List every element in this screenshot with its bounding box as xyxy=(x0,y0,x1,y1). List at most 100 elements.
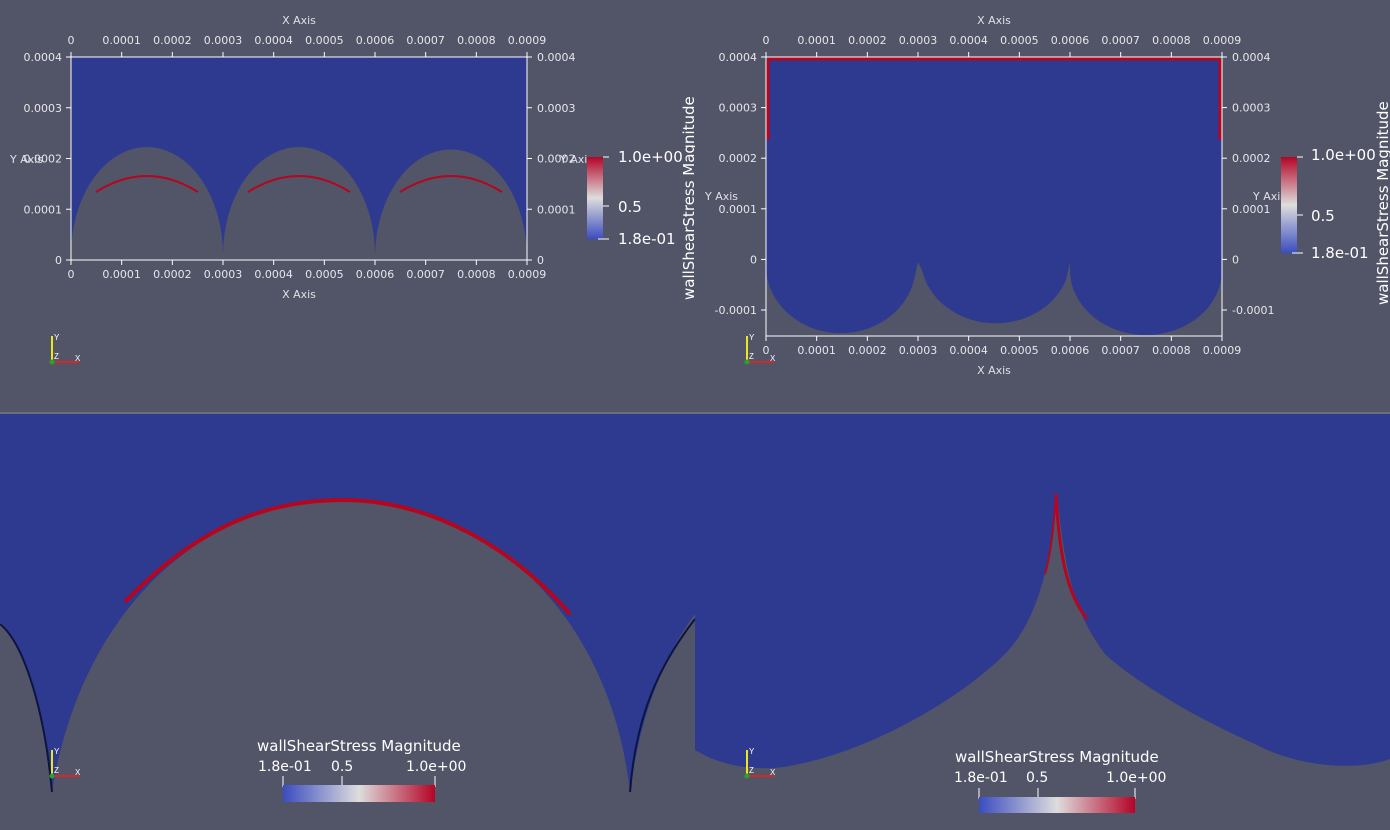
y-tick-label: 0.0002 xyxy=(719,152,758,165)
x-tick-label: 0.0002 xyxy=(153,34,192,47)
y-tick-label: -0.0001 xyxy=(1232,304,1274,317)
orientation-axes-widget: Y Z X xyxy=(744,333,776,365)
colorbar-max-label: 1.0e+00 xyxy=(1106,770,1166,786)
x-tick-label: 0.0008 xyxy=(457,268,496,281)
y-axis-title-right: Y Axis xyxy=(1252,190,1286,203)
colorbar-mid-label: 0.5 xyxy=(1311,207,1335,225)
y-tick-label: 0.0003 xyxy=(24,102,63,115)
orient-y-label: Y xyxy=(54,333,60,342)
viewport-top-left[interactable]: 0 0.0001 0.0002 0.0003 0.0004 0.0005 0.0006 0.0… xyxy=(0,0,695,412)
x-tick-label: 0.0002 xyxy=(848,344,887,357)
wall-low-edge-left xyxy=(0,623,53,793)
x-tick-label: 0.0006 xyxy=(1051,34,1090,47)
x-tick-label: 0.0001 xyxy=(797,34,836,47)
field-domain xyxy=(695,414,1390,769)
x-ticks-bottom: 0 0.0001 0.0002 0.0003 0.0004 0.0005 0.0006 0.0… xyxy=(68,260,546,281)
svg-text:X: X xyxy=(770,354,776,363)
x-ticks-top: 0 0.0001 0.0002 0.0003 0.0004 0.0005 0.0006 0.0… xyxy=(763,34,1242,57)
y-tick-label: 0.0002 xyxy=(1232,152,1271,165)
colorbar-title: wallShearStress Magnitude xyxy=(955,748,1159,766)
y-tick-label: 0.0002 xyxy=(24,153,63,166)
orient-x-label: X xyxy=(75,354,81,363)
colorbar-mid-label: 0.5 xyxy=(618,198,642,216)
x-tick-label: 0.0009 xyxy=(508,34,547,47)
x-tick-label: 0.0001 xyxy=(797,344,836,357)
x-ticks-top: 0 0.0001 0.0002 0.0003 0.0004 0.0005 0.0006 0.0… xyxy=(68,34,547,57)
field-domain xyxy=(71,57,528,260)
x-tick-label: 0.0005 xyxy=(305,34,344,47)
svg-text:Y: Y xyxy=(749,333,755,342)
wall-high-band-3 xyxy=(399,175,503,193)
svg-text:Z: Z xyxy=(54,766,59,775)
colorbar-mid-label: 0.5 xyxy=(331,759,353,775)
wall-high-band-2 xyxy=(247,175,351,193)
y-tick-label: 0.0004 xyxy=(1232,51,1271,64)
y-axis-title-right: Y Axis xyxy=(559,153,593,166)
x-axis-title-top: X Axis xyxy=(282,14,316,27)
orient-z-label: Z xyxy=(54,352,59,361)
colorbar-min-label: 1.8e-01 xyxy=(954,770,1008,786)
top-left-render: 0 0.0001 0.0002 0.0003 0.0004 0.0005 0.0006 0.0… xyxy=(9,14,695,365)
top-right-render: 0 0.0001 0.0002 0.0003 0.0004 0.0005 0.0006 0.0… xyxy=(704,14,1390,377)
colorbar-title: wallShearStress Magnitude xyxy=(1374,101,1390,305)
orientation-axes-widget: Y Z X xyxy=(49,747,81,779)
viewport-top-right[interactable]: 0 0.0001 0.0002 0.0003 0.0004 0.0005 0.0006 0.0… xyxy=(695,0,1390,412)
colorbar-gradient xyxy=(283,785,435,802)
x-tick-label: 0.0007 xyxy=(1101,344,1140,357)
y-tick-label: 0.0004 xyxy=(537,51,576,64)
viewport-bottom-left[interactable]: wallShearStress Magnitude 1.8e-01 0.5 1.… xyxy=(0,414,695,830)
x-tick-label: 0 xyxy=(68,268,75,281)
y-tick-label: 0 xyxy=(537,254,544,267)
colorbar-gradient xyxy=(979,797,1135,813)
y-axis-title-left: Y Axis xyxy=(704,190,738,203)
y-tick-label: 0.0003 xyxy=(1232,102,1271,115)
x-tick-label: 0.0009 xyxy=(1203,34,1242,47)
y-axis-title-left: Y Axis xyxy=(9,153,43,166)
colorbar-max-label: 1.0e+00 xyxy=(1311,146,1376,164)
y-tick-label: 0 xyxy=(55,254,62,267)
colorbar-gradient xyxy=(587,157,603,239)
orientation-axes-widget: Y Z X xyxy=(49,333,81,365)
wall-high-band-left xyxy=(1044,493,1057,575)
viewport-bottom-right[interactable]: wallShearStress Magnitude 1.8e-01 0.5 1.… xyxy=(695,414,1390,830)
x-axis-title-bottom: X Axis xyxy=(977,364,1011,377)
y-tick-label: 0.0001 xyxy=(537,203,576,216)
colorbar-max-label: 1.0e+00 xyxy=(618,148,683,166)
wall-bump-main xyxy=(52,500,630,830)
x-axis-title-top: X Axis xyxy=(977,14,1011,27)
x-tick-label: 0.0004 xyxy=(949,34,988,47)
x-tick-label: 0.0004 xyxy=(254,34,293,47)
x-tick-label: 0.0003 xyxy=(899,34,938,47)
x-tick-label: 0.0008 xyxy=(457,34,496,47)
y-tick-label: 0.0004 xyxy=(719,51,758,64)
colorbar-min-label: 1.8e-01 xyxy=(618,230,676,248)
x-tick-label: 0.0006 xyxy=(356,268,395,281)
x-tick-label: 0.0005 xyxy=(1000,344,1039,357)
y-tick-label: 0.0004 xyxy=(24,51,63,64)
y-tick-label: 0 xyxy=(750,253,757,266)
colorbar-min-label: 1.8e-01 xyxy=(1311,244,1369,262)
wall-left-edge xyxy=(0,622,52,830)
x-tick-label: 0.0005 xyxy=(1000,34,1039,47)
x-tick-label: 0 xyxy=(763,34,770,47)
x-tick-label: 0.0005 xyxy=(305,268,344,281)
y-tick-label: 0.0003 xyxy=(537,102,576,115)
y-tick-label: -0.0001 xyxy=(715,304,757,317)
wall-high-band xyxy=(123,497,572,616)
x-tick-label: 0 xyxy=(68,34,75,47)
colorbar-gradient xyxy=(1281,157,1297,253)
x-axis-title-bottom: X Axis xyxy=(282,288,316,301)
x-tick-label: 0.0003 xyxy=(204,268,243,281)
colorbar-title: wallShearStress Magnitude xyxy=(257,737,461,755)
colorbar-min-label: 1.8e-01 xyxy=(258,759,312,775)
colorbar-title: wallShearStress Magnitude xyxy=(680,96,695,300)
x-tick-label: 0.0006 xyxy=(356,34,395,47)
view-divider[interactable] xyxy=(0,412,1390,414)
svg-text:X: X xyxy=(75,768,81,777)
y-tick-label: 0.0001 xyxy=(719,203,758,216)
y-tick-label: 0 xyxy=(1232,253,1239,266)
x-tick-label: 0.0007 xyxy=(406,268,445,281)
x-tick-label: 0.0004 xyxy=(949,344,988,357)
wall-low-edge-right xyxy=(629,618,695,793)
y-tick-label: 0.0001 xyxy=(1232,203,1271,216)
